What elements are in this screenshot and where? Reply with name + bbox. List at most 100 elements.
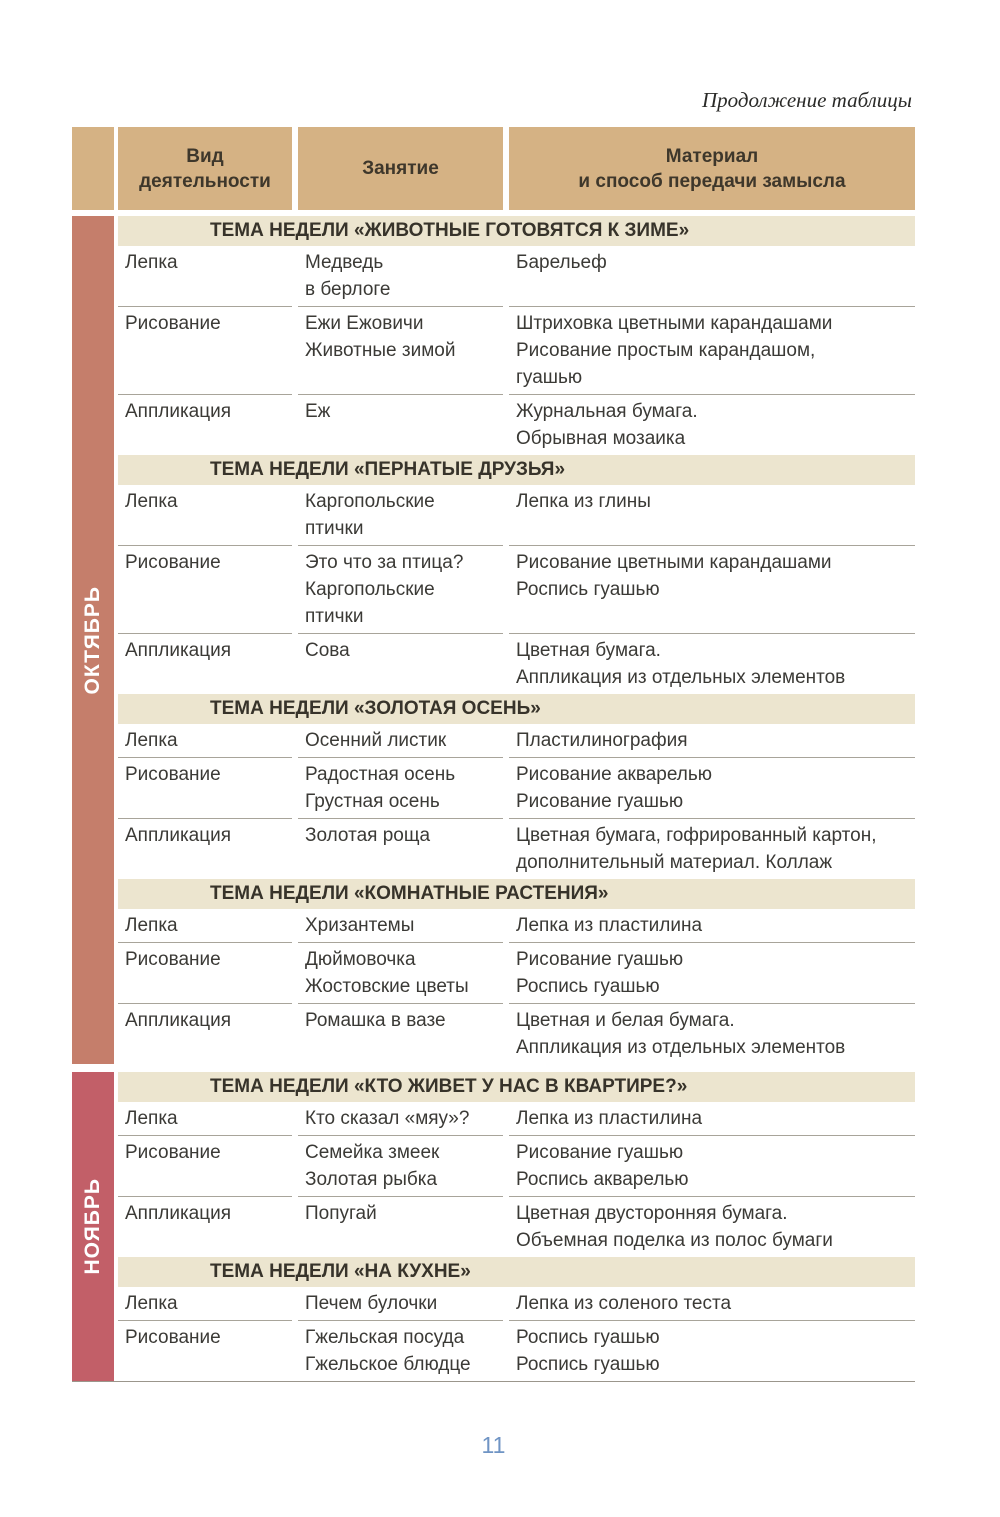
cell-lesson: Хризантемы	[305, 915, 415, 936]
month-band-october: ОКТЯБРЬ	[72, 216, 114, 1064]
table-row: Рисование Гжельская посуда Гжельское блю…	[118, 1320, 915, 1381]
section-title: ТЕМА НЕДЕЛИ «ЗОЛОТАЯ ОСЕНЬ»	[118, 694, 915, 724]
cell-material: Лепка из глины	[516, 491, 651, 512]
cell-material: Штриховка цветными карандашами Рисование…	[509, 306, 915, 394]
cell-material: Лепка из пластилина	[516, 1108, 703, 1129]
section-animals-winter: ТЕМА НЕДЕЛИ «ЖИВОТНЫЕ ГОТОВЯТСЯ К ЗИМЕ» …	[118, 216, 915, 455]
section-title: ТЕМА НЕДЕЛИ «ЖИВОТНЫЕ ГОТОВЯТСЯ К ЗИМЕ»	[118, 216, 915, 246]
cell-material: Лепка из соленого теста	[516, 1293, 732, 1314]
month-column-header	[72, 127, 114, 210]
table-row: Рисование Семейка змеек Золотая рыбка Ри…	[118, 1135, 915, 1196]
cell-lesson: Еж	[298, 394, 503, 455]
cell-material: Цветная бумага. Аппликация из отдельных …	[509, 633, 915, 694]
column-header-material-line1: Материал	[665, 145, 759, 167]
table-row: Аппликация Попугай Цветная двусторонняя …	[118, 1196, 915, 1257]
section-in-the-kitchen: ТЕМА НЕДЕЛИ «НА КУХНЕ» Лепка Печем булоч…	[118, 1257, 915, 1381]
column-header-activity-line2: деятельности	[139, 170, 271, 192]
cell-activity: Лепка	[125, 1293, 178, 1314]
table-row: Рисование Это что за птица? Каргопольски…	[118, 545, 915, 633]
cell-lesson: Кто сказал «мяу»?	[305, 1108, 470, 1129]
cell-lesson: Золотая роща	[298, 818, 503, 879]
column-header-lesson-label: Занятие	[362, 158, 439, 179]
cell-lesson: Каргопольские птички	[305, 491, 435, 539]
cell-material: Пластилинография	[516, 730, 688, 751]
cell-material: Цветная двусторонняя бумага. Объемная по…	[509, 1196, 915, 1257]
cell-activity: Лепка	[125, 1108, 178, 1129]
cell-material: Рисование гуашью Роспись акварелью	[509, 1135, 915, 1196]
month-group-october: ОКТЯБРЬ ТЕМА НЕДЕЛИ «ЖИВОТНЫЕ ГОТОВЯТСЯ …	[72, 216, 915, 1064]
cell-material: Рисование гуашью Роспись гуашью	[509, 942, 915, 1003]
cell-activity: Аппликация	[118, 633, 292, 694]
month-label-october: ОКТЯБРЬ	[81, 585, 104, 695]
table-row: Рисование Радостная осень Грустная осень…	[118, 757, 915, 818]
cell-activity: Аппликация	[118, 1196, 292, 1257]
cell-lesson: Гжельская посуда Гжельское блюдце	[298, 1320, 503, 1381]
cell-lesson: Попугай	[298, 1196, 503, 1257]
month-group-november: НОЯБРЬ ТЕМА НЕДЕЛИ «КТО ЖИВЕТ У НАС В КВ…	[72, 1072, 915, 1381]
cell-lesson: Радостная осень Грустная осень	[298, 757, 503, 818]
section-golden-autumn: ТЕМА НЕДЕЛИ «ЗОЛОТАЯ ОСЕНЬ» Лепка Осенни…	[118, 694, 915, 879]
cell-activity: Аппликация	[118, 818, 292, 879]
cell-activity: Рисование	[118, 942, 292, 1003]
cell-activity: Лепка	[125, 491, 178, 512]
table-row: Лепка Каргопольские птички Лепка из глин…	[118, 485, 915, 545]
table-row: Лепка Печем булочки Лепка из соленого те…	[118, 1287, 915, 1320]
cell-material: Роспись гуашью Роспись гуашью	[509, 1320, 915, 1381]
cell-activity: Аппликация	[118, 394, 292, 455]
column-header-material: Материал и способ передачи замысла	[509, 127, 915, 210]
cell-activity: Лепка	[125, 252, 178, 273]
table-row: Аппликация Еж Журнальная бумага. Обрывна…	[118, 394, 915, 455]
table-continuation-caption: Продолжение таблицы	[701, 88, 912, 112]
column-header-material-line2: и способ передачи замысла	[578, 170, 846, 192]
schedule-table: Вид деятельности Занятие Материал и спос…	[72, 127, 915, 1382]
cell-material: Цветная и белая бумага. Аппликация из от…	[509, 1003, 915, 1064]
cell-activity: Лепка	[125, 915, 178, 936]
column-header-activity: Вид деятельности	[118, 127, 292, 210]
cell-lesson: Медведь в берлоге	[305, 252, 391, 300]
cell-activity: Лепка	[125, 730, 178, 751]
section-title: ТЕМА НЕДЕЛИ «ПЕРНАТЫЕ ДРУЗЬЯ»	[118, 455, 915, 485]
cell-material: Цветная бумага, гофрированный картон, до…	[509, 818, 915, 879]
section-feathered-friends: ТЕМА НЕДЕЛИ «ПЕРНАТЫЕ ДРУЗЬЯ» Лепка Карг…	[118, 455, 915, 694]
cell-activity: Рисование	[118, 1320, 292, 1381]
cell-lesson: Сова	[298, 633, 503, 694]
cell-material: Журнальная бумага. Обрывная мозаика	[509, 394, 915, 455]
cell-material: Барельеф	[516, 252, 607, 273]
section-title: ТЕМА НЕДЕЛИ «КОМНАТНЫЕ РАСТЕНИЯ»	[118, 879, 915, 909]
cell-material: Лепка из пластилина	[516, 915, 703, 936]
column-header-activity-line1: Вид	[186, 145, 224, 167]
cell-lesson: Это что за птица? Каргопольские птички	[298, 545, 503, 633]
table-row: Лепка Медведь в берлоге Барельеф	[118, 246, 915, 306]
cell-activity: Рисование	[118, 306, 292, 394]
table-body: ОКТЯБРЬ ТЕМА НЕДЕЛИ «ЖИВОТНЫЕ ГОТОВЯТСЯ …	[72, 216, 915, 1382]
cell-lesson: Ромашка в вазе	[298, 1003, 503, 1064]
table-row: Аппликация Сова Цветная бумага. Аппликац…	[118, 633, 915, 694]
cell-material: Рисование акварелью Рисование гуашью	[509, 757, 915, 818]
cell-lesson: Печем булочки	[305, 1293, 438, 1314]
section-title: ТЕМА НЕДЕЛИ «НА КУХНЕ»	[118, 1257, 915, 1287]
month-content-november: ТЕМА НЕДЕЛИ «КТО ЖИВЕТ У НАС В КВАРТИРЕ?…	[118, 1072, 915, 1381]
page-number: 11	[481, 1432, 506, 1458]
table-row: Аппликация Ромашка в вазе Цветная и бела…	[118, 1003, 915, 1064]
table-row: Рисование Дюймовочка Жостовские цветы Ри…	[118, 942, 915, 1003]
cell-activity: Рисование	[118, 757, 292, 818]
cell-lesson: Ежи Ежовичи Животные зимой	[298, 306, 503, 394]
table-row: Лепка Осенний листик Пластилинография	[118, 724, 915, 757]
table-row: Аппликация Золотая роща Цветная бумага, …	[118, 818, 915, 879]
month-label-november: НОЯБРЬ	[81, 1178, 104, 1275]
section-who-lives-in-flat: ТЕМА НЕДЕЛИ «КТО ЖИВЕТ У НАС В КВАРТИРЕ?…	[118, 1072, 915, 1257]
cell-lesson: Семейка змеек Золотая рыбка	[298, 1135, 503, 1196]
cell-lesson: Дюймовочка Жостовские цветы	[298, 942, 503, 1003]
month-band-november: НОЯБРЬ	[72, 1072, 114, 1381]
cell-lesson: Осенний листик	[305, 730, 447, 751]
cell-activity: Рисование	[118, 1135, 292, 1196]
cell-material: Рисование цветными карандашами Роспись г…	[509, 545, 915, 633]
section-house-plants: ТЕМА НЕДЕЛИ «КОМНАТНЫЕ РАСТЕНИЯ» Лепка Х…	[118, 879, 915, 1064]
table-row: Рисование Ежи Ежовичи Животные зимой Штр…	[118, 306, 915, 394]
table-row: Лепка Кто сказал «мяу»? Лепка из пластил…	[118, 1102, 915, 1135]
section-title: ТЕМА НЕДЕЛИ «КТО ЖИВЕТ У НАС В КВАРТИРЕ?…	[118, 1072, 915, 1102]
column-header-lesson: Занятие	[298, 127, 503, 210]
month-content-october: ТЕМА НЕДЕЛИ «ЖИВОТНЫЕ ГОТОВЯТСЯ К ЗИМЕ» …	[118, 216, 915, 1064]
table-row: Лепка Хризантемы Лепка из пластилина	[118, 909, 915, 942]
